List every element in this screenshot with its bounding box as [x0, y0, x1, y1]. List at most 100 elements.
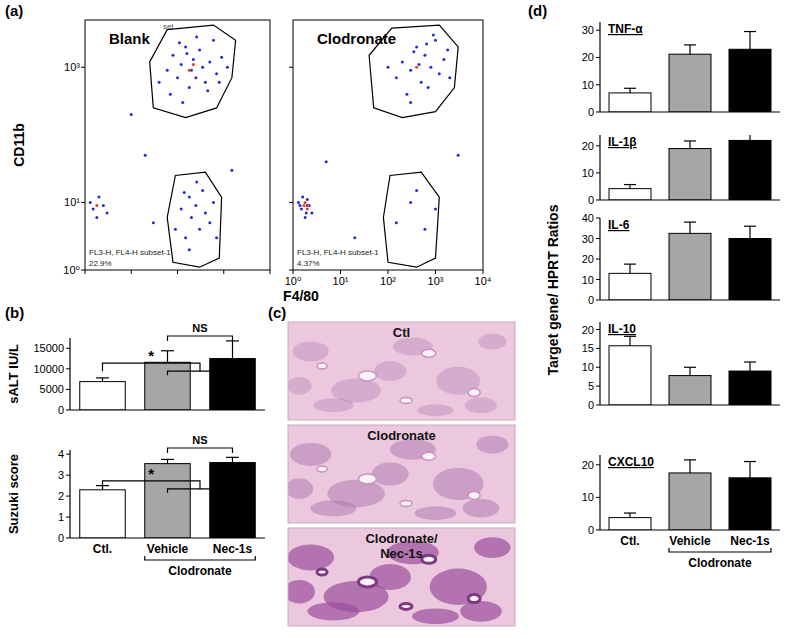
gate — [383, 172, 439, 267]
y-tick — [81, 202, 85, 203]
event-dot — [97, 196, 100, 199]
event-dot — [429, 66, 432, 69]
image-frame — [288, 322, 515, 420]
panel-label: (a) — [5, 2, 23, 19]
error-cap — [624, 512, 636, 513]
error-cap — [744, 461, 756, 462]
error-cap — [624, 264, 636, 265]
tissue-patch — [430, 569, 487, 605]
tissue-patch — [288, 544, 334, 570]
data-group — [609, 336, 771, 405]
event-dot — [198, 228, 201, 231]
event-dot — [184, 236, 187, 239]
error-bar — [226, 457, 239, 462]
event-dot — [448, 76, 451, 79]
event-dot — [298, 204, 301, 207]
image-content — [288, 322, 515, 420]
event-dot — [198, 48, 201, 51]
y-tick — [596, 218, 600, 219]
flow-plot: 10⁰10¹10³BlanksetFL3-H, FL4-H subset-122… — [11, 20, 270, 276]
event-dot — [95, 216, 98, 219]
tissue-patch — [293, 341, 329, 361]
x-axis — [600, 299, 780, 300]
y-tick-label: 0 — [58, 404, 64, 416]
image-frame — [288, 425, 515, 523]
vessel — [400, 397, 412, 403]
note: set — [163, 22, 174, 31]
gate-stat: 4.37% — [297, 259, 320, 268]
event-dot — [415, 66, 418, 69]
event-dot — [195, 36, 198, 39]
y-tick-label: 2 — [58, 490, 64, 502]
group-label: Clodronate — [688, 556, 752, 570]
error-bar — [684, 367, 696, 375]
event-dot — [89, 201, 92, 204]
bar — [729, 371, 771, 405]
panel-label: (b) — [5, 304, 24, 321]
plot-title: Clodronate — [317, 30, 396, 47]
group-label: Clodronate — [168, 564, 232, 578]
data-group — [89, 25, 236, 267]
y-tick — [596, 145, 600, 146]
error-line — [232, 341, 233, 359]
bar — [210, 359, 256, 410]
tissue-patch — [372, 463, 409, 486]
bar-chart: 05101520IL-10 — [582, 322, 780, 411]
tissue-patch — [478, 334, 506, 350]
y-tick — [596, 238, 600, 239]
y-tick-label: 5 — [588, 380, 594, 392]
event-dot — [183, 191, 186, 194]
event-dot — [304, 216, 307, 219]
event-dot — [158, 81, 161, 84]
y-tick-label: 5000 — [40, 383, 64, 395]
event-dot — [395, 221, 398, 224]
bar-chart: 0102030TNF-α — [582, 22, 780, 118]
significance-mark: * — [148, 347, 154, 364]
vessel — [358, 371, 376, 381]
histology-image: Clodronate — [286, 425, 515, 523]
error-cap — [161, 459, 174, 460]
y-tick — [66, 389, 70, 390]
event-dot — [457, 154, 460, 157]
y-tick — [81, 270, 85, 271]
y-tick-label: 20 — [582, 140, 594, 152]
event-dot — [181, 101, 184, 104]
gate — [150, 25, 236, 118]
category-label: Vehicle — [147, 542, 189, 556]
event-dot — [300, 207, 303, 210]
event-dot — [188, 248, 191, 251]
tissue-background — [288, 425, 515, 523]
event-dot — [184, 45, 187, 48]
event-dot — [208, 221, 211, 224]
bar — [609, 93, 651, 112]
y-tick-label: 0 — [588, 524, 594, 536]
event-dot — [325, 160, 328, 163]
image-frame — [288, 528, 515, 626]
bar-chart: 050001000015000*NSsALT IU/L — [6, 322, 265, 416]
y-tick — [596, 57, 600, 58]
y-tick — [596, 367, 600, 368]
event-dot — [194, 204, 197, 207]
error-line — [689, 141, 690, 149]
tissue-patch — [433, 468, 484, 500]
event-dot — [152, 221, 155, 224]
y-axis — [599, 135, 600, 200]
event-dot — [194, 76, 197, 79]
error-line — [629, 264, 630, 273]
group-bracket — [145, 556, 256, 560]
error-cap — [684, 459, 696, 460]
y-tick-label: 10³ — [64, 61, 80, 73]
bar-chart: 01234Ctl.VehicleNec-1s*NSClodronateSuzuk… — [6, 434, 265, 578]
tissue-patch — [476, 435, 508, 453]
tissue-patch — [288, 580, 315, 603]
x-tick-label: 10¹ — [333, 275, 349, 287]
tissue-patch — [310, 500, 356, 516]
y-axis — [69, 450, 70, 538]
image-content — [288, 528, 515, 626]
error-bar — [624, 185, 636, 189]
y-tick — [289, 202, 293, 203]
event-dot — [230, 169, 233, 172]
category-label: Vehicle — [669, 534, 711, 548]
y-tick-label: 10 — [582, 167, 594, 179]
x-tick — [131, 270, 132, 274]
